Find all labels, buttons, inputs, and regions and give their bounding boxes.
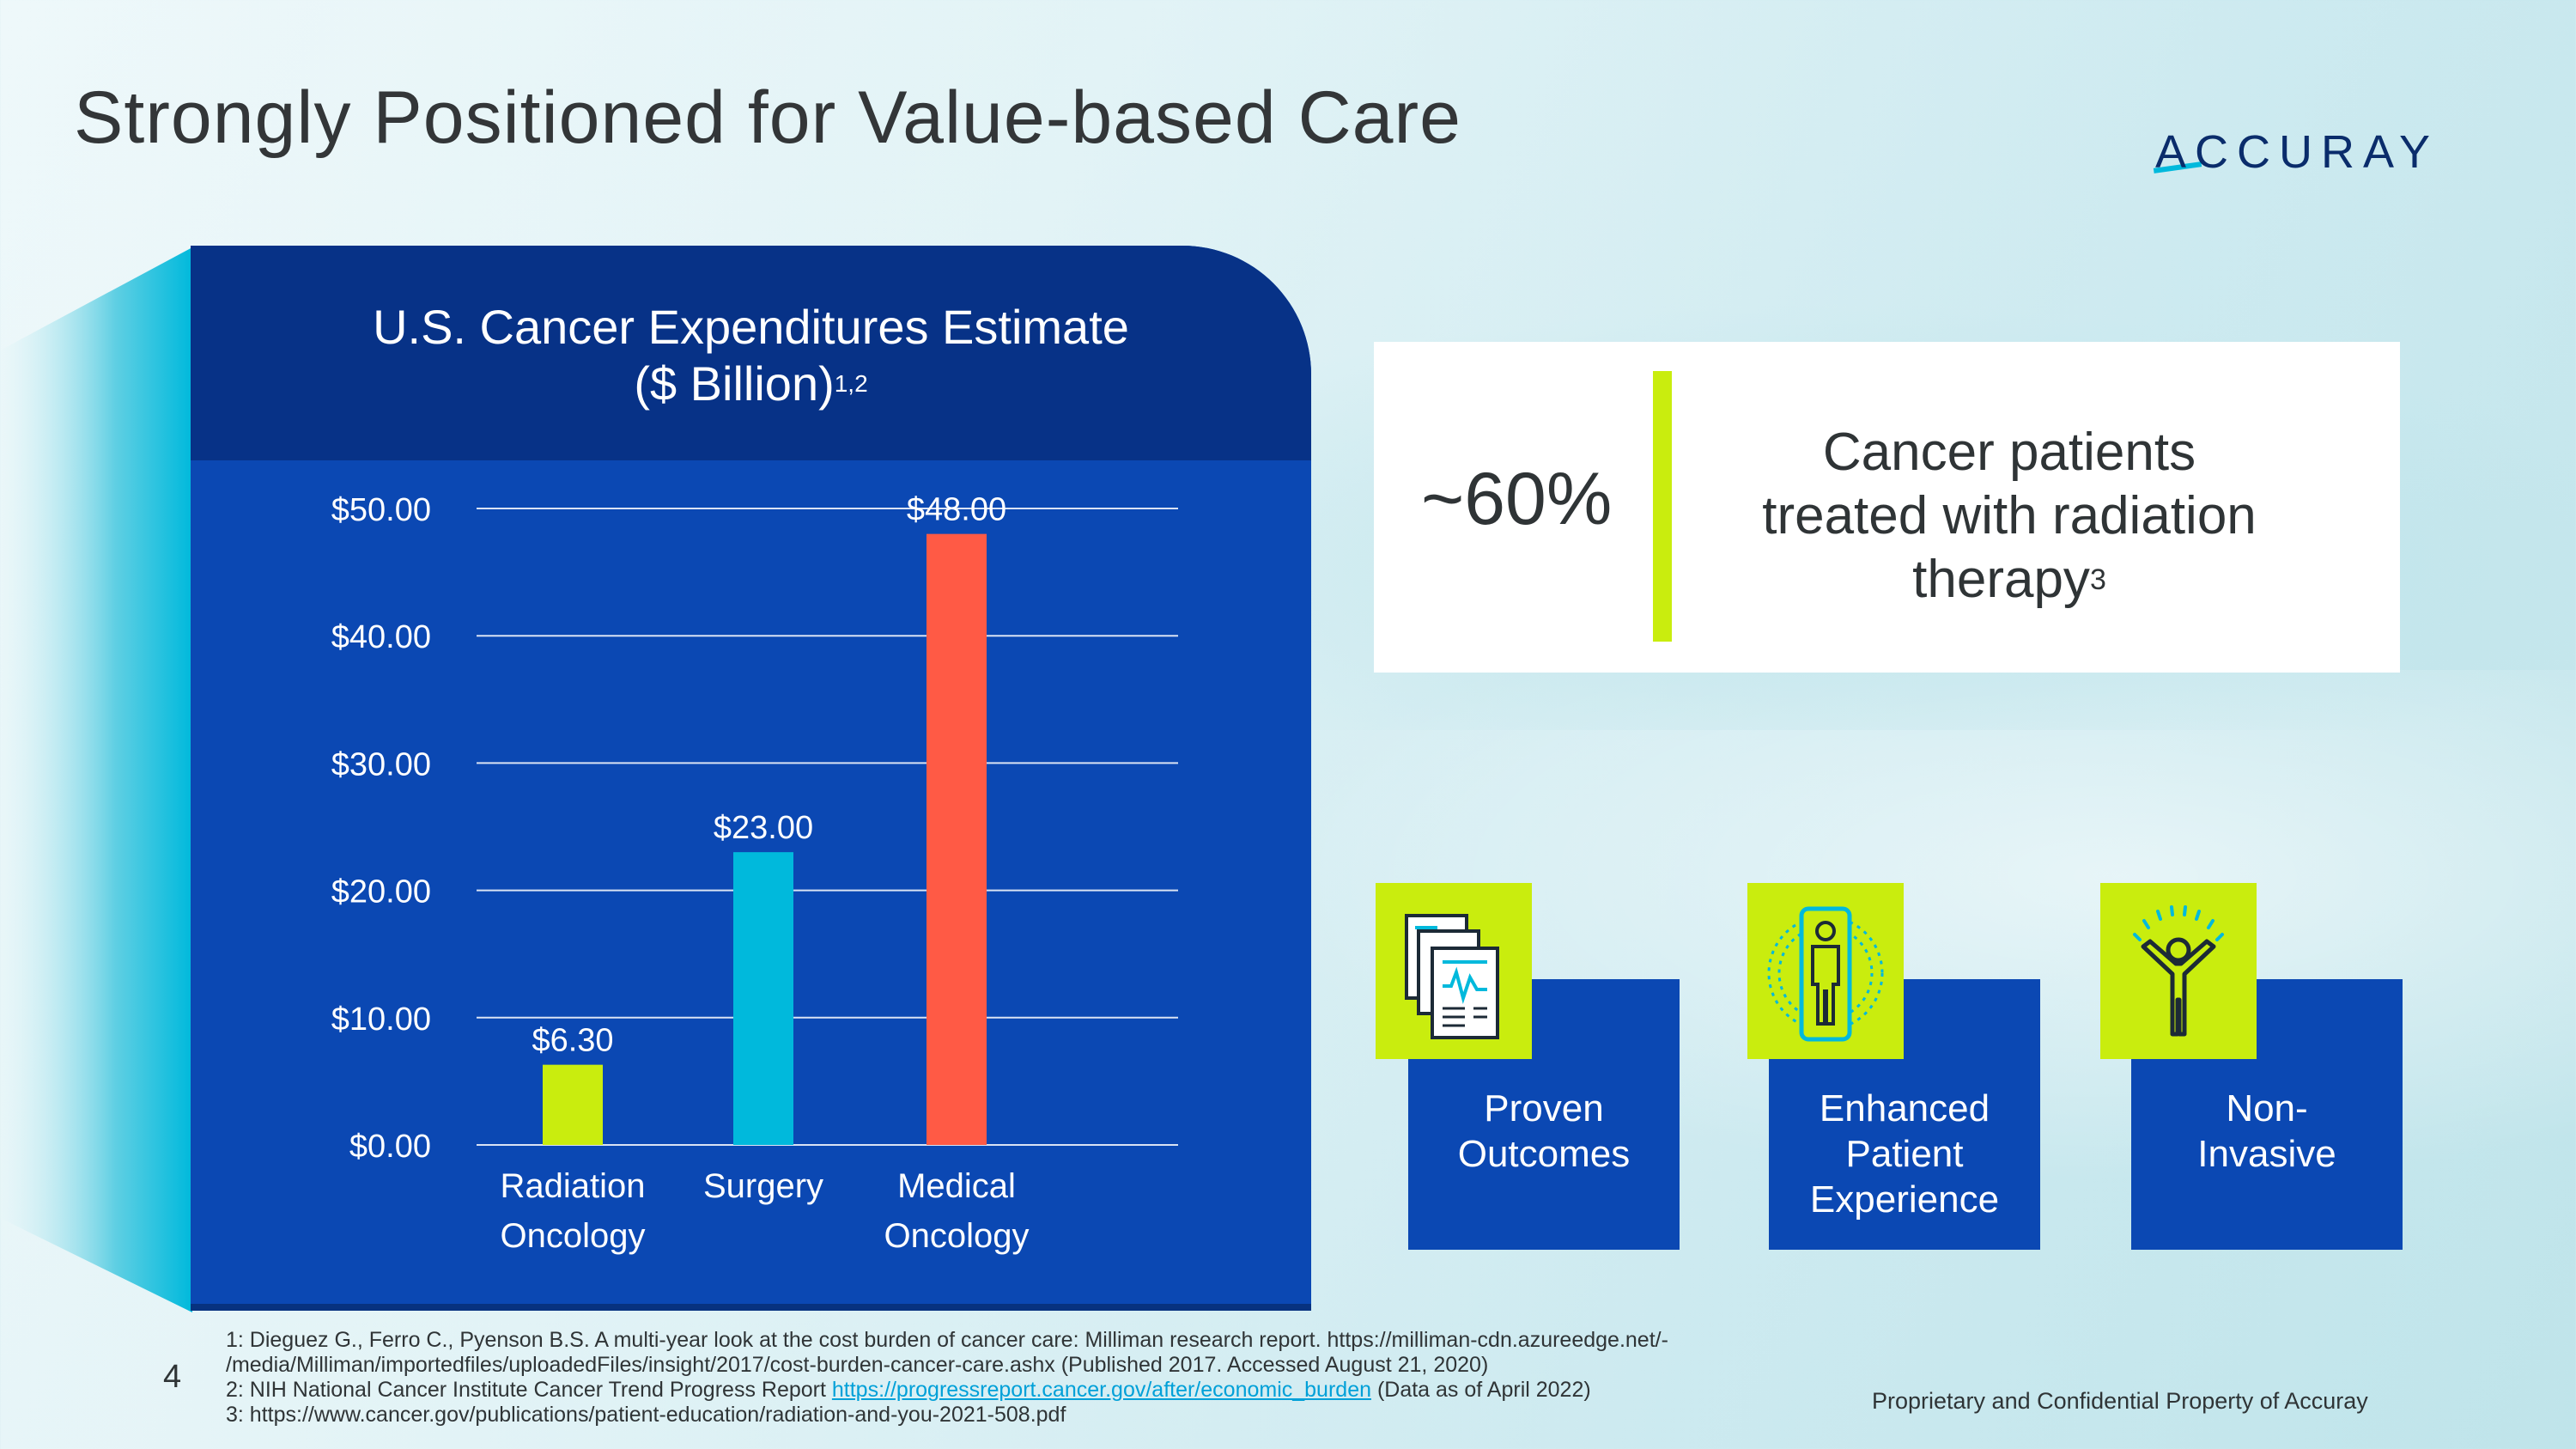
footnote-2: 2: NIH National Cancer Institute Cancer … (226, 1378, 1591, 1402)
y-tick-label: $40.00 (331, 619, 431, 655)
y-tick-label: $50.00 (331, 492, 431, 528)
person-celebrating-icon (2100, 883, 2257, 1059)
expenditures-chart-panel: U.S. Cancer Expenditures Estimate ($ Bil… (191, 246, 1311, 1308)
data-label: $6.30 (532, 1023, 613, 1059)
data-label: $23.00 (714, 810, 813, 846)
company-logo: ACCURAY (2155, 126, 2439, 178)
stat-value: ~60% (1421, 458, 1613, 540)
stat-footnote-ref: 3 (2089, 563, 2106, 596)
feature-label: Enhanced Patient Experience (1809, 1087, 2000, 1221)
page-title: Strongly Positioned for Value-based Care (74, 76, 1461, 159)
chart-header (191, 246, 1311, 460)
footnote-1: 1: Dieguez G., Ferro C., Pyenson B.S. A … (226, 1328, 1668, 1352)
x-tick-label: Radiation (500, 1167, 645, 1205)
stat-text-line: therapy3 (1912, 550, 2106, 609)
data-label: $48.00 (907, 492, 1006, 528)
x-tick-label: Medical (897, 1167, 1016, 1205)
chart-title-line2: ($ Billion)1,2 (634, 356, 868, 411)
page-number: 4 (163, 1359, 182, 1395)
y-tick-label: $10.00 (331, 1002, 431, 1038)
decorative-side-shape (0, 247, 192, 1312)
stat-description: Cancer patients treated with radiation t… (1692, 421, 2327, 612)
x-tick-label: Surgery (703, 1167, 823, 1205)
bar (733, 852, 793, 1145)
bar (927, 533, 987, 1145)
feature-label: Proven Outcomes (1457, 1087, 1631, 1175)
bar (543, 1064, 603, 1145)
chart-title-line1: U.S. Cancer Expenditures Estimate (373, 300, 1129, 354)
y-tick-label: $0.00 (349, 1129, 431, 1165)
documents-chart-icon (1376, 883, 1532, 1059)
bar-chart: $0.00 $10.00 $20.00 $30.00 $40.00 $50.00 $6.30… (331, 492, 1178, 1255)
footnote-2-link[interactable]: https://progressreport.cancer.gov/after/… (831, 1378, 1371, 1402)
chart-title-footnote-ref: 1,2 (834, 370, 868, 397)
chart-title: U.S. Cancer Expenditures Estimate ($ Bil… (191, 299, 1311, 412)
confidentiality-notice: Proprietary and Confidential Property of… (1872, 1388, 2368, 1414)
chart-panel-bottom-edge (191, 1304, 1311, 1311)
footnote-1-continued: /media/Milliman/importedfiles/uploadedFi… (226, 1353, 1489, 1377)
feature-label: Non- Invasive (2197, 1087, 2336, 1175)
stat-divider (1653, 371, 1672, 642)
footnotes: 1: Dieguez G., Ferro C., Pyenson B.S. A … (226, 1328, 1668, 1428)
x-tick-label: Oncology (501, 1217, 646, 1255)
radiation-stat-card: ~60% Cancer patients treated with radiat… (1374, 342, 2400, 673)
y-tick-label: $20.00 (331, 874, 431, 910)
footnote-3: 3: https://www.cancer.gov/publications/p… (226, 1403, 1066, 1427)
stat-text-line: Cancer patients (1822, 423, 2196, 482)
patient-body-scan-icon (1747, 883, 1904, 1059)
y-tick-label: $30.00 (331, 746, 431, 782)
x-tick-label: Oncology (884, 1217, 1030, 1255)
stat-text-line: treated with radiation (1762, 486, 2257, 545)
